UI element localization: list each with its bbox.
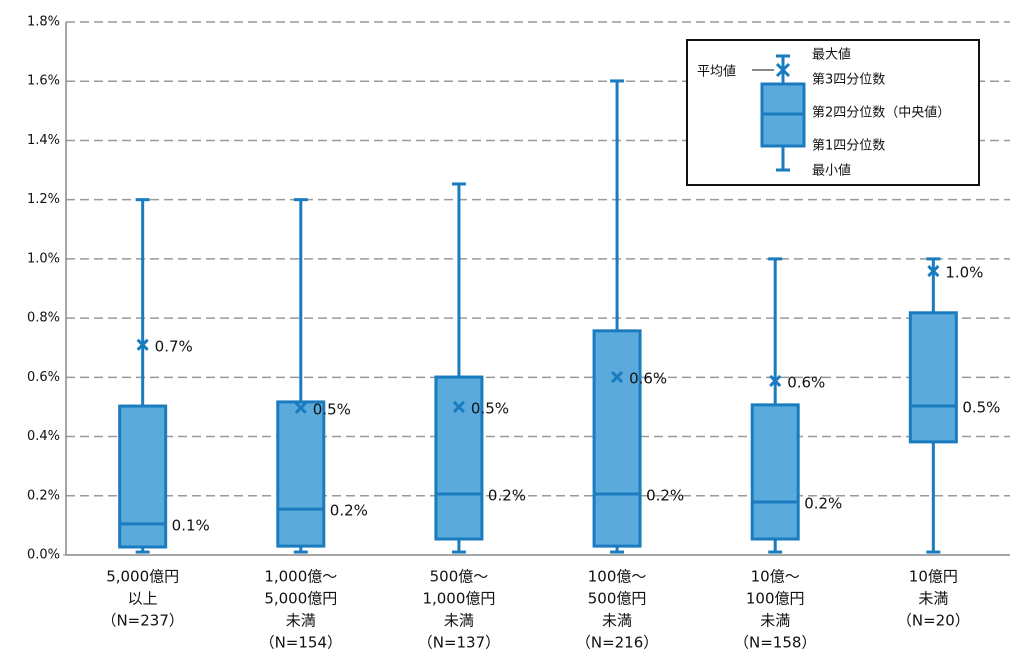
x-tick-label: 500億円 — [588, 590, 647, 608]
median-label: 0.1% — [172, 516, 210, 534]
x-tick-label: （N=216） — [576, 634, 658, 652]
legend-label: 第2四分位数（中央値） — [812, 105, 950, 121]
x-tick-label: 1,000億円 — [422, 590, 495, 608]
legend-label: 第1四分位数 — [812, 139, 885, 154]
y-tick-label: 0.0% — [27, 548, 60, 563]
mean-marker — [136, 338, 149, 351]
y-tick-label: 1.6% — [27, 74, 60, 89]
box — [434, 375, 484, 541]
median-label: 0.2% — [330, 502, 368, 520]
mean-label: 0.5% — [471, 399, 509, 417]
mean-marker — [769, 374, 782, 387]
mean-marker — [927, 264, 940, 278]
median-label: 0.2% — [804, 494, 842, 512]
mean-marker — [452, 400, 465, 414]
legend-label: 平均値 — [697, 64, 736, 80]
x-tick-label: （N=158） — [734, 634, 816, 652]
x-tick-label: 10億円 — [909, 568, 958, 586]
box — [592, 329, 642, 548]
y-tick-label: 0.6% — [27, 370, 60, 385]
x-tick-label: （N=154） — [260, 634, 342, 652]
x-tick-label: 未満 — [918, 590, 948, 608]
legend-box — [686, 39, 980, 186]
y-tick-label: 1.8% — [27, 15, 60, 30]
box — [118, 404, 168, 549]
median-label: 0.2% — [488, 487, 526, 505]
y-tick-label: 0.4% — [27, 429, 60, 444]
plot: 0.0% 0.2% 0.4% 0.6% 0.8% 1.0% 1.2% 1.4% 1.6% 1.8%… — [27, 15, 1010, 652]
x-tick-label: 100億円 — [746, 590, 805, 608]
legend-label: 第3四分位数 — [812, 73, 885, 88]
mean-label: 1.0% — [945, 264, 983, 282]
x-tick-label: 5,000億円 — [106, 568, 179, 586]
x-tick-label: 10億～ — [751, 568, 800, 586]
box — [908, 311, 958, 444]
mean-label: 0.5% — [313, 400, 351, 418]
x-tick-label: （N=237） — [101, 612, 183, 630]
mean-label: 0.7% — [155, 337, 193, 355]
x-tick-label: 1,000億～ — [264, 568, 337, 586]
legend-symbol — [760, 54, 806, 172]
y-tick-label: 1.2% — [27, 192, 60, 207]
mean-label: 0.6% — [787, 373, 825, 391]
legend: 最大値 平均値 第3四分位数 第2四分位数（中央値） 第1四分位数 最小値 — [686, 39, 980, 186]
x-tick-label: （N=137） — [418, 634, 500, 652]
mean-marker — [611, 370, 624, 384]
y-tick-label: 0.2% — [27, 488, 60, 503]
x-tick-label: 未満 — [286, 612, 316, 630]
x-tick-label: 未満 — [760, 612, 790, 630]
y-tick-label: 0.8% — [27, 311, 60, 326]
legend-label: 最大値 — [812, 47, 851, 63]
x-tick-label: 未満 — [602, 612, 632, 630]
box — [750, 403, 800, 541]
x-tick-label: （N=20） — [897, 612, 970, 630]
x-tick-label: 100億～ — [588, 568, 647, 586]
x-tick-label: 以上 — [128, 590, 158, 608]
mean-marker — [294, 401, 307, 414]
box — [276, 400, 326, 548]
y-tick-label: 1.4% — [27, 133, 60, 148]
x-tick-label: 5,000億円 — [264, 590, 337, 608]
median-label: 0.2% — [646, 487, 684, 505]
x-tick-label: 500億～ — [430, 568, 489, 586]
mean-label: 0.6% — [629, 370, 667, 388]
median-label: 0.5% — [962, 399, 1000, 417]
x-tick-label: 未満 — [444, 612, 474, 630]
y-tick-label: 1.0% — [27, 251, 60, 266]
legend-label: 最小値 — [812, 163, 851, 179]
